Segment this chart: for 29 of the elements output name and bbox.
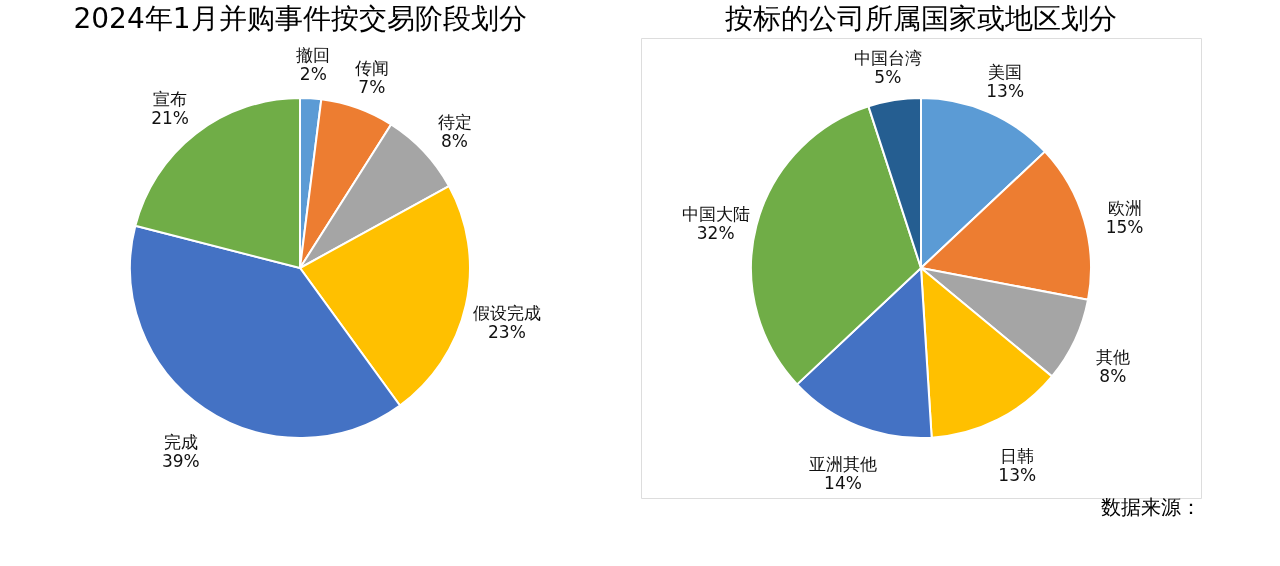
slice-label: 中国台湾 [853,47,922,68]
slice-label: 待定 [437,111,472,132]
data-label: 8% [441,130,469,151]
chart-title: 2024年1月并购事件按交易阶段划分 [73,2,527,35]
slice-label: 美国 [988,62,1023,83]
data-label: 23% [488,322,526,343]
chart-title: 按标的公司所属国家或地区划分 [725,2,1117,35]
data-label: 32% [696,223,735,244]
data-label: 8% [1099,366,1127,387]
data-label: 14% [824,473,862,494]
data-label: 5% [874,66,902,87]
slice-label: 欧洲 [1107,197,1142,218]
data-label: 7% [358,76,386,97]
slice-label: 假设完成 [472,303,541,324]
data-label: 39% [161,451,200,472]
slice-label: 传闻 [354,57,389,78]
slice-label: 日韩 [1000,445,1035,466]
slice-label: 宣布 [153,89,188,110]
data-label: 13% [986,81,1025,102]
slice-label: 撤回 [296,45,331,66]
data-label: 2% [299,64,327,85]
source-note: 数据来源： [1101,495,1201,519]
slice-label: 中国大陆 [681,204,750,225]
data-label: 13% [998,464,1037,485]
data-label: 15% [1105,216,1144,237]
slice-label: 其他 [1095,347,1130,368]
data-label: 21% [151,108,189,129]
slice-label: 亚洲其他 [808,454,877,475]
slice-label: 完成 [163,432,198,453]
